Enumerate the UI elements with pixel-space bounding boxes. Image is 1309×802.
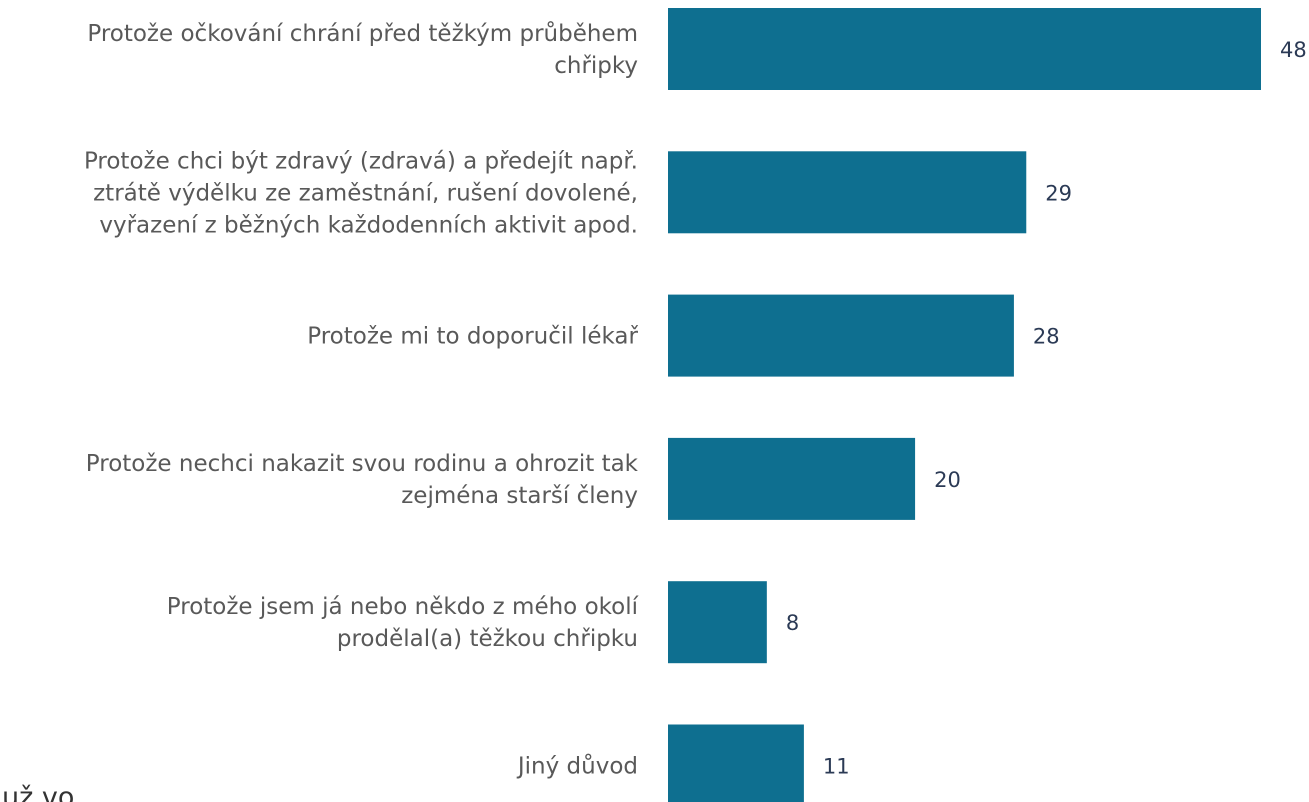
category-label-line: prodělal(a) těžkou chřipku — [337, 626, 638, 652]
category-label-line: Protože mi to doporučil lékař — [307, 324, 638, 350]
value-label: 8 — [786, 611, 799, 635]
value-label: 28 — [1033, 325, 1060, 349]
bar — [668, 151, 1027, 234]
annotation: už vo — [2, 782, 74, 802]
category-label-line: Protože nechci nakazit svou rodinu a ohr… — [86, 451, 639, 477]
category-label-line: Protože jsem já nebo někdo z mého okolí — [167, 594, 639, 620]
category-label: Protože mi to doporučil lékař — [307, 324, 638, 350]
bar — [668, 294, 1014, 377]
category-label-line: chřipky — [554, 53, 638, 79]
category-label-line: Protože očkování chrání před těžkým průb… — [87, 20, 638, 47]
category-label-line: Protože chci být zdravý (zdravá) a přede… — [84, 148, 638, 174]
bar — [668, 8, 1261, 90]
category-label: Protože jsem já nebo někdo z mého okolí p… — [167, 594, 639, 652]
bar — [668, 581, 767, 664]
category-label: Protože očkování chrání před těžkým průb… — [87, 20, 638, 79]
value-label: 29 — [1045, 181, 1072, 205]
category-label-line: Jiný důvod — [516, 753, 638, 780]
category-label-line: ztrátě výdělku ze zaměstnání, rušení dov… — [93, 180, 638, 206]
bar — [668, 437, 916, 520]
category-label: Protože nechci nakazit svou rodinu a ohr… — [86, 451, 639, 509]
category-label-line: zejména starší členy — [401, 483, 638, 509]
category-label-line: vyřazení z běžných každodenních aktivit … — [99, 212, 638, 238]
value-label: 48 — [1280, 38, 1307, 62]
bar — [668, 724, 804, 802]
value-label: 11 — [823, 755, 850, 779]
category-label: Jiný důvod — [516, 753, 638, 780]
category-label: Protože chci být zdravý (zdravá) a přede… — [84, 148, 638, 238]
value-label: 20 — [934, 468, 961, 492]
